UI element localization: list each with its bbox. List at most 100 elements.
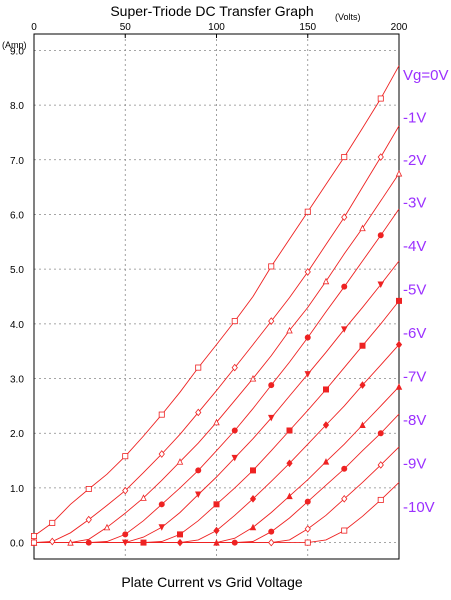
data-point — [359, 224, 366, 232]
data-point — [213, 501, 220, 508]
series-line-vg0v — [33, 65, 400, 537]
data-point — [322, 277, 330, 285]
data-point — [158, 450, 165, 458]
data-point — [304, 208, 311, 215]
data-point — [30, 539, 37, 546]
data-point — [377, 461, 384, 469]
data-point — [85, 485, 92, 492]
data-point — [49, 537, 56, 546]
vg-label: -2V — [403, 152, 426, 169]
vg-label: -7V — [403, 369, 426, 386]
series-line-5v — [34, 300, 400, 544]
data-point — [195, 491, 202, 498]
data-point — [158, 411, 165, 418]
data-point — [286, 459, 293, 468]
chart-title: Super-Triode DC Transfer Graph — [110, 3, 313, 19]
data-point — [395, 383, 403, 390]
data-point — [322, 421, 330, 429]
data-point — [341, 465, 348, 472]
vg-label: -1V — [403, 110, 426, 127]
data-point — [122, 539, 129, 547]
data-point — [231, 363, 238, 372]
data-point — [231, 427, 238, 434]
data-point — [49, 519, 56, 526]
data-point — [341, 326, 348, 333]
data-point — [122, 486, 129, 495]
vg-label: Vg=0V — [403, 67, 448, 84]
data-point — [268, 528, 275, 535]
data-point — [341, 154, 348, 161]
data-point — [304, 498, 311, 505]
data-point — [341, 283, 348, 290]
data-point — [213, 526, 220, 535]
data-point — [140, 494, 147, 501]
data-point — [341, 213, 348, 222]
data-point — [304, 268, 311, 276]
y-unit-label: (Amp) — [2, 40, 27, 50]
data-point — [395, 169, 403, 177]
data-point — [158, 524, 165, 531]
data-point — [341, 527, 348, 534]
data-point — [395, 297, 402, 304]
x-tick-label: 200 — [391, 22, 408, 33]
y-tick-label: 5.0 — [10, 265, 24, 276]
data-point — [195, 364, 202, 371]
data-point — [377, 496, 384, 503]
data-point — [67, 539, 74, 546]
y-tick-label: 1.0 — [10, 484, 24, 495]
vg-label: -4V — [403, 238, 426, 255]
series-line-2v — [34, 173, 400, 544]
data-point — [268, 317, 275, 325]
data-point — [213, 418, 220, 426]
y-tick-label: 7.0 — [10, 156, 24, 167]
y-tick-labels: 0.0 1.0 2.0 3.0 4.0 5.0 6.0 7.0 8.0 9.0 — [10, 46, 24, 549]
vg-label: -8V — [403, 412, 426, 429]
data-point — [377, 95, 384, 102]
series-markers — [30, 95, 403, 547]
data-point — [249, 495, 257, 503]
y-tick-label: 8.0 — [10, 101, 24, 112]
vg-label: -3V — [403, 195, 426, 212]
data-point — [268, 538, 275, 547]
x-tick-label: 100 — [208, 22, 225, 33]
data-point — [249, 523, 257, 531]
vg-label: -10V — [403, 499, 435, 516]
data-point — [341, 495, 348, 503]
data-point — [213, 539, 220, 546]
series-line-7v — [34, 386, 400, 544]
data-point — [122, 531, 129, 538]
data-point — [322, 458, 330, 465]
data-point — [268, 263, 275, 270]
data-point — [377, 430, 384, 437]
vg-label: -9V — [403, 456, 426, 473]
x-tick-label: 0 — [31, 22, 37, 33]
data-point — [377, 153, 384, 161]
x-tick-label: 50 — [120, 22, 132, 33]
data-point — [304, 525, 311, 533]
series-line-6v — [34, 344, 400, 544]
data-point — [249, 467, 256, 474]
data-point — [286, 326, 293, 334]
data-point — [140, 539, 147, 546]
data-point — [268, 414, 275, 422]
data-point — [103, 523, 111, 531]
vg-label: -5V — [403, 282, 426, 299]
data-point — [268, 382, 275, 389]
y-tick-label: 0.0 — [10, 539, 24, 550]
data-point — [359, 342, 366, 349]
data-point — [231, 539, 238, 546]
x-tick-labels: 0 50 100 150 200 — [31, 22, 408, 38]
y-tick-label: 2.0 — [10, 429, 24, 440]
data-point — [176, 458, 184, 465]
grid-voltage-labels: Vg=0V -1V -2V -3V -4V -5V -6V -7V -8V -9V -10V — [403, 67, 448, 516]
data-point — [30, 533, 37, 540]
y-tick-label: 3.0 — [10, 375, 24, 386]
x-unit-label: (Volts) — [335, 12, 361, 22]
data-point — [304, 371, 311, 378]
data-point — [359, 381, 366, 389]
vg-label: -6V — [403, 325, 426, 342]
data-point — [395, 340, 403, 349]
grid — [34, 34, 399, 559]
series-line-1v — [33, 125, 400, 544]
data-point — [286, 492, 293, 500]
